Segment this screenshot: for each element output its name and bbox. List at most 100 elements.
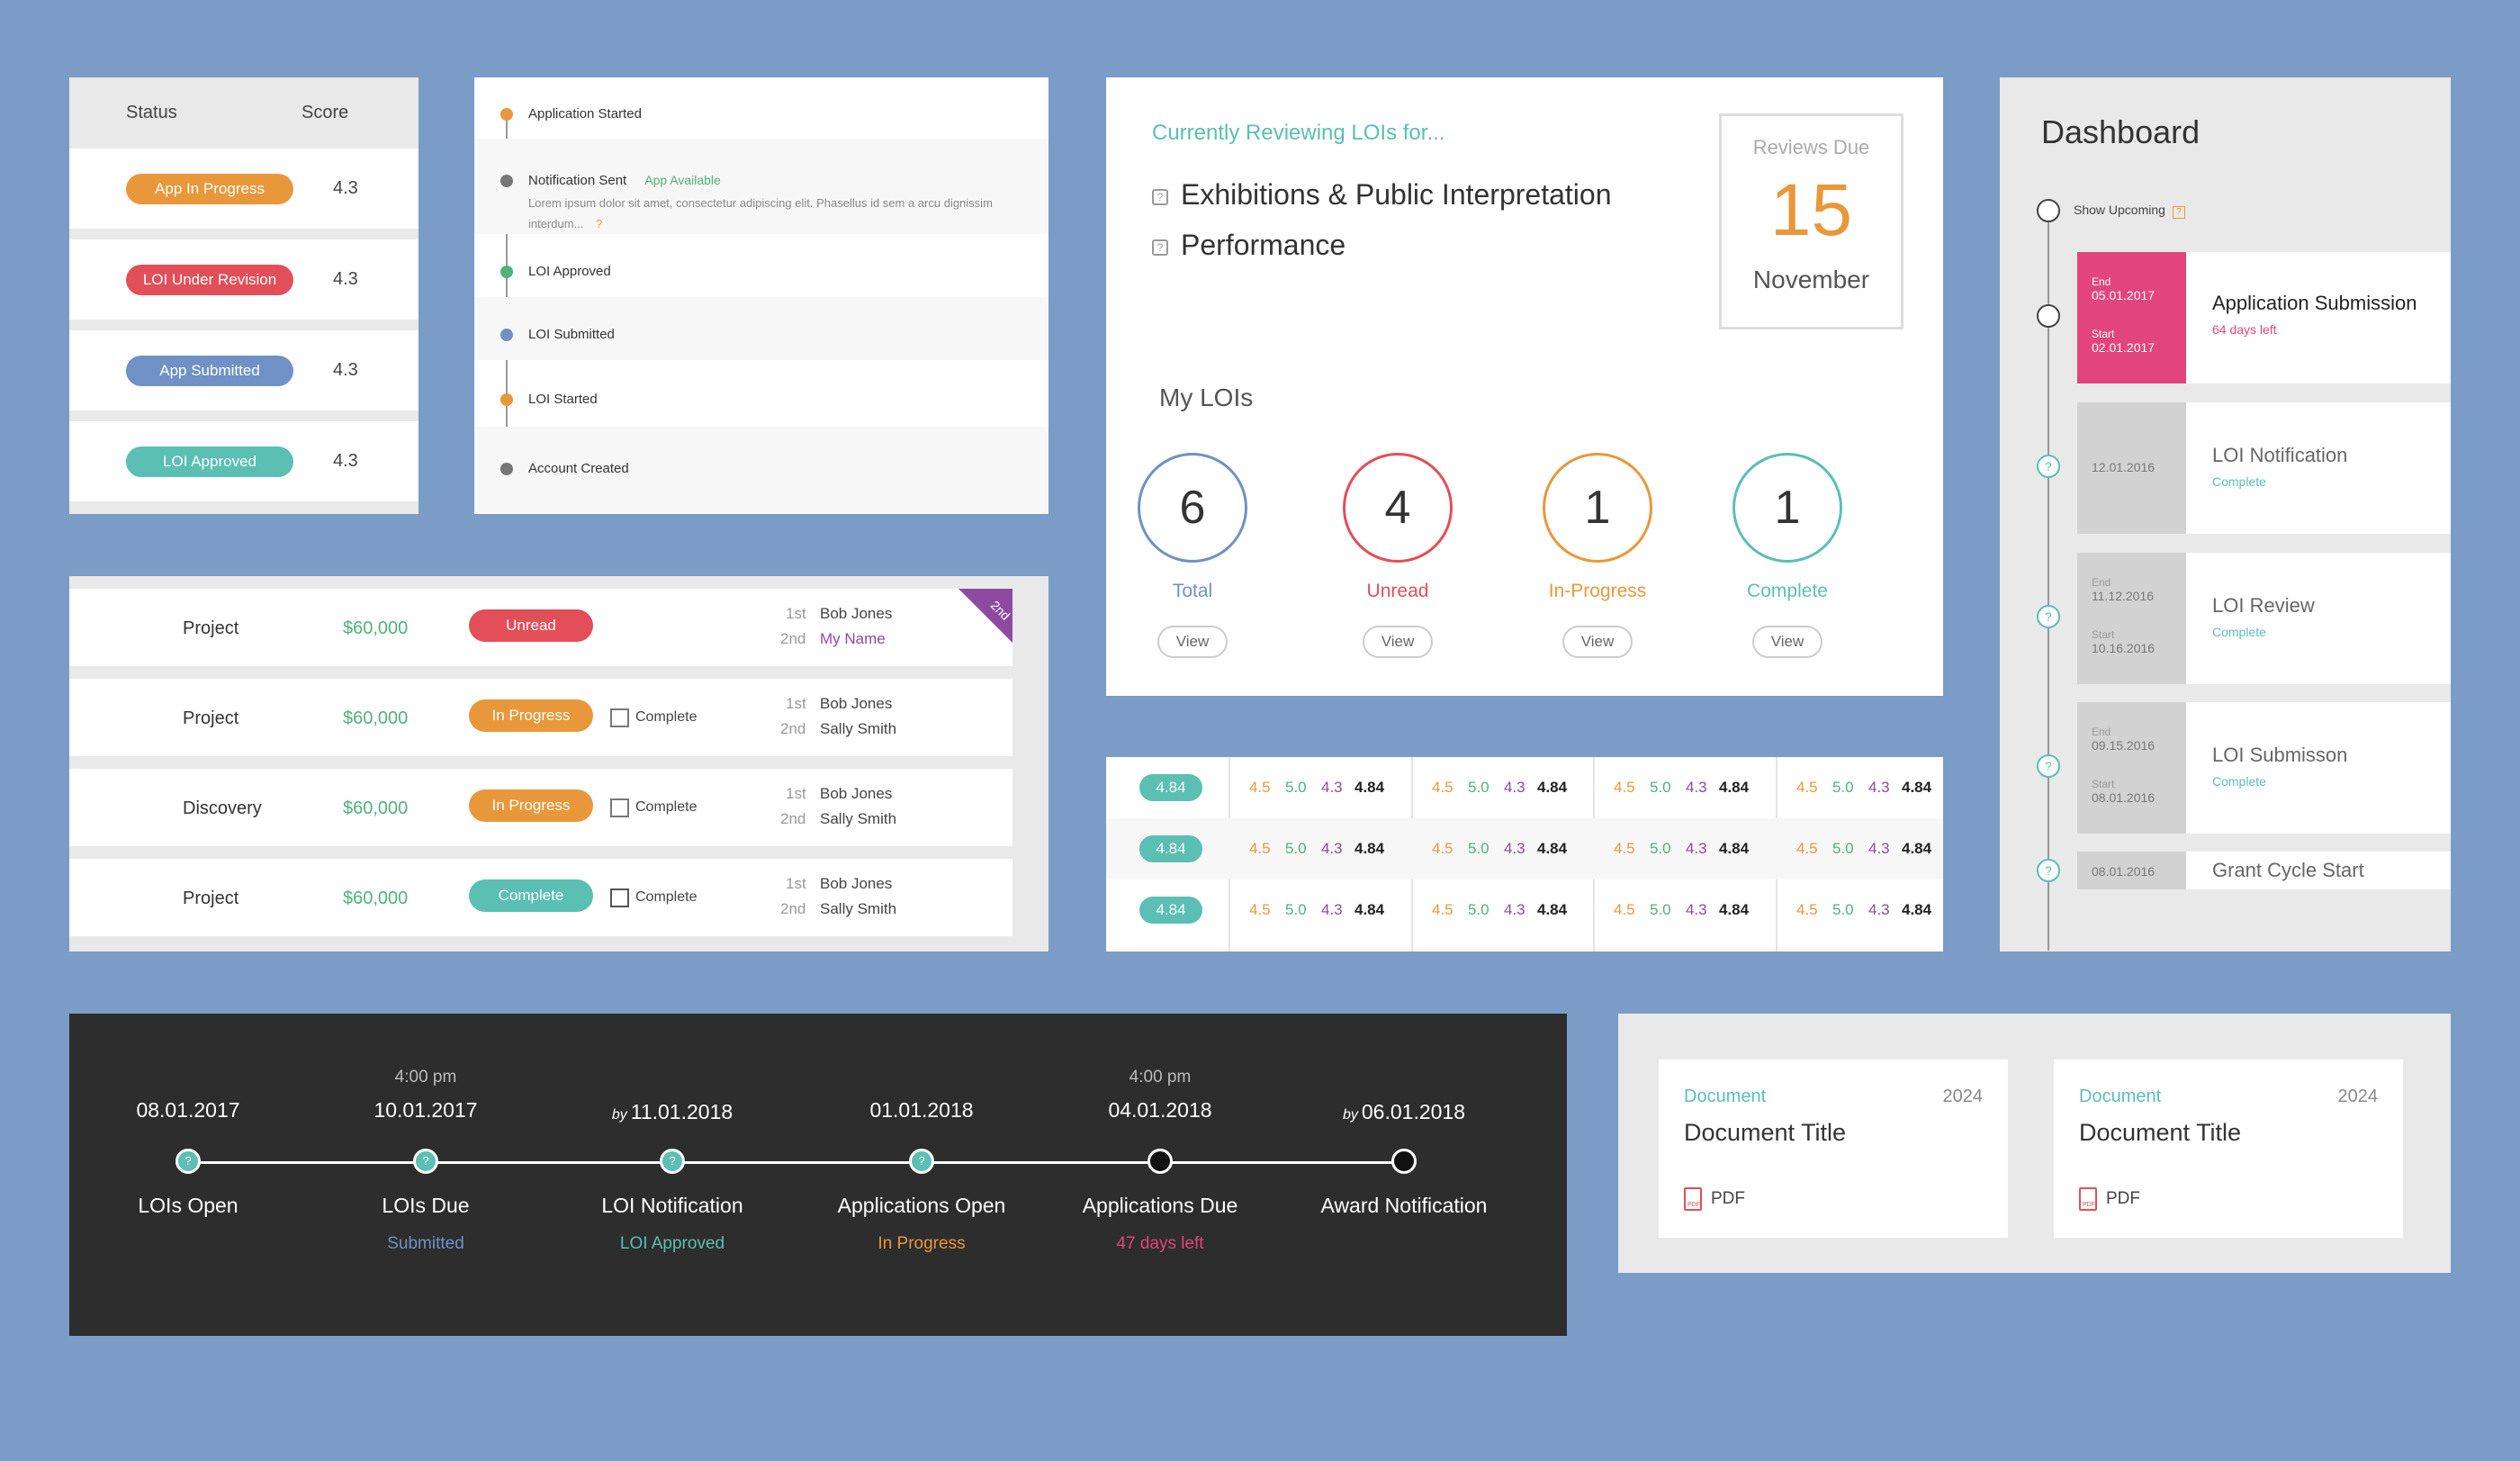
score-value: 5.0	[1285, 779, 1307, 796]
status-pill[interactable]: Complete	[469, 879, 593, 912]
program-item[interactable]: ? Exhibitions & Public Interpretation	[1152, 178, 1611, 212]
milestone-status: Complete	[2212, 774, 2266, 789]
step-label: Applications Due	[1082, 1194, 1238, 1217]
score-value: 4.3	[333, 360, 358, 380]
timeline-node[interactable]: ?	[176, 1149, 201, 1174]
show-upcoming-toggle[interactable]	[2037, 199, 2060, 222]
milestone-card[interactable]: 08.01.2016 Grant Cycle Start	[2077, 852, 2451, 889]
table-row: App Submitted 4.3	[69, 330, 418, 410]
step-label: LOI Notification	[601, 1194, 743, 1217]
column-header-status: Status	[126, 103, 177, 122]
view-button[interactable]: View	[1752, 626, 1822, 658]
milestone-card[interactable]: End 11.12.2016 Start 10.16.2016 LOI Review Co…	[2077, 553, 2451, 684]
project-name: Discovery	[183, 798, 262, 818]
timeline-node[interactable]	[1391, 1149, 1417, 1174]
view-button[interactable]: View	[1363, 626, 1433, 658]
stat-ring: 1	[1732, 453, 1842, 563]
timeline-event: LOI Submitted	[474, 297, 1048, 360]
score-value: 5.0	[1468, 901, 1490, 918]
project-amount: $60,000	[343, 888, 409, 908]
pdf-icon	[1684, 1187, 1702, 1211]
milestone-node[interactable]	[2037, 304, 2060, 328]
step-time: 4:00 pm	[394, 1068, 457, 1087]
score-value: 4.5	[1614, 901, 1635, 918]
info-icon[interactable]: ?	[2037, 754, 2060, 778]
timeline-node[interactable]	[1148, 1149, 1173, 1174]
document-year: 2024	[1942, 1087, 1984, 1106]
date-text: 10.16.2016	[2092, 641, 2156, 655]
event-dot	[500, 463, 513, 475]
timeline-event: Account Created	[474, 427, 1048, 514]
milestone-title: LOI Submisson	[2212, 744, 2348, 766]
project-row[interactable]: Project $60,000 Unread 1st Bob Jones 2nd My Na…	[69, 589, 1012, 666]
score-value: 5.0	[1832, 840, 1854, 857]
document-card[interactable]: Document 2024 Document Title PDF	[2054, 1060, 2403, 1238]
timeline-event: Application Started	[474, 77, 1048, 139]
status-pill[interactable]: In Progress	[469, 699, 593, 732]
score-value: 4.3	[1504, 901, 1526, 918]
view-button[interactable]: View	[1562, 626, 1633, 658]
info-icon[interactable]: ?	[2037, 859, 2060, 882]
timeline-event: LOI Approved	[474, 234, 1048, 297]
status-pill[interactable]: Unread	[469, 609, 593, 642]
timeline-node[interactable]: ?	[413, 1149, 438, 1174]
info-icon[interactable]: ?	[2037, 605, 2060, 628]
score-value: 4.3	[1868, 779, 1890, 796]
timeline-node[interactable]: ?	[909, 1149, 934, 1174]
milestone-dates: End 05.01.2017 Start 02.01.2017	[2077, 252, 2186, 383]
event-label: LOI Started	[528, 392, 598, 407]
milestone-card[interactable]: End 05.01.2017 Start 02.01.2017 Application …	[2077, 252, 2451, 383]
dashboard-title: Dashboard	[2041, 113, 2200, 150]
score-row: 4.84 4.5 5.0 4.3 4.84 4.5 5.0 4.3 4.84 4.5 5.0 4.3 4…	[1106, 818, 1943, 879]
status-pill[interactable]: App In Progress	[126, 173, 293, 204]
dashboard-panel: Dashboard Show Upcoming? End 05.01.2017 St…	[2000, 77, 2451, 951]
score-value: 4.5	[1796, 779, 1818, 796]
milestone-status: Complete	[2212, 474, 2266, 489]
complete-checkbox[interactable]	[610, 708, 629, 727]
document-card[interactable]: Document 2024 Document Title PDF	[1659, 1060, 2008, 1238]
view-button[interactable]: View	[1157, 626, 1228, 658]
milestone-title: Application Submission	[2212, 292, 2417, 314]
status-score-table: Status Score App In Progress 4.3 LOI Under…	[69, 77, 418, 514]
document-year: 2024	[2337, 1087, 2379, 1106]
timeline-step: 08.01.2017? LOIs Open	[80, 1014, 296, 1336]
complete-checkbox[interactable]	[610, 798, 629, 817]
column-header-score: Score	[302, 103, 349, 122]
status-pill[interactable]: App Submitted	[126, 355, 293, 386]
stat-ring: 1	[1543, 453, 1652, 563]
pdf-link[interactable]: PDF	[1684, 1187, 1745, 1211]
stat-label: Complete	[1747, 581, 1828, 601]
pdf-link[interactable]: PDF	[2079, 1187, 2140, 1211]
milestone-card[interactable]: 12.01.2016 LOI Notification Complete	[2077, 402, 2451, 534]
project-row[interactable]: Project $60,000 Complete Complete 1st Bob Jon…	[69, 859, 1012, 936]
complete-checkbox[interactable]	[610, 888, 629, 907]
status-pill[interactable]: In Progress	[469, 789, 593, 822]
document-title: Document Title	[2079, 1119, 2242, 1146]
score-value: 4.5	[1614, 779, 1635, 796]
score-value: 4.84	[1537, 840, 1568, 857]
project-row[interactable]: Project $60,000 In Progress Complete 1st Bob …	[69, 679, 1012, 756]
status-pill[interactable]: LOI Approved	[126, 446, 293, 477]
reviews-due-box: Reviews Due 15 November	[1719, 113, 1904, 329]
score-value: 4.5	[1249, 901, 1271, 918]
reviews-panel: Currently Reviewing LOIs for... ? Exhibit…	[1106, 77, 1943, 696]
program-item[interactable]: ? Performance	[1152, 229, 1346, 262]
timeline-node[interactable]: ?	[660, 1149, 685, 1174]
step-date: by 11.01.2018	[611, 1100, 734, 1123]
reviewer-order: 2nd	[780, 900, 806, 917]
milestone-card[interactable]: End 09.15.2016 Start 08.01.2016 LOI Submisso…	[2077, 702, 2451, 834]
info-icon[interactable]: ?	[2037, 455, 2060, 478]
score-value: 4.3	[1686, 779, 1707, 796]
average-score-pill: 4.84	[1139, 835, 1202, 862]
status-pill[interactable]: LOI Under Revision	[126, 264, 293, 295]
date-text: 11.12.2016	[2092, 589, 2155, 603]
show-upcoming-label[interactable]: Show Upcoming?	[2074, 203, 2185, 219]
score-value: 4.5	[1249, 840, 1271, 857]
project-row[interactable]: Discovery $60,000 In Progress Complete 1st Bo…	[69, 769, 1012, 846]
timeline-event: Notification Sent App Available Lorem ipsu…	[474, 139, 1048, 234]
info-icon[interactable]: ?	[592, 217, 603, 230]
table-row: LOI Approved 4.3	[69, 421, 418, 501]
reviews-due-title: Reviews Due	[1752, 136, 1870, 158]
event-dot	[500, 175, 513, 187]
score-value: 4.5	[1796, 901, 1818, 918]
